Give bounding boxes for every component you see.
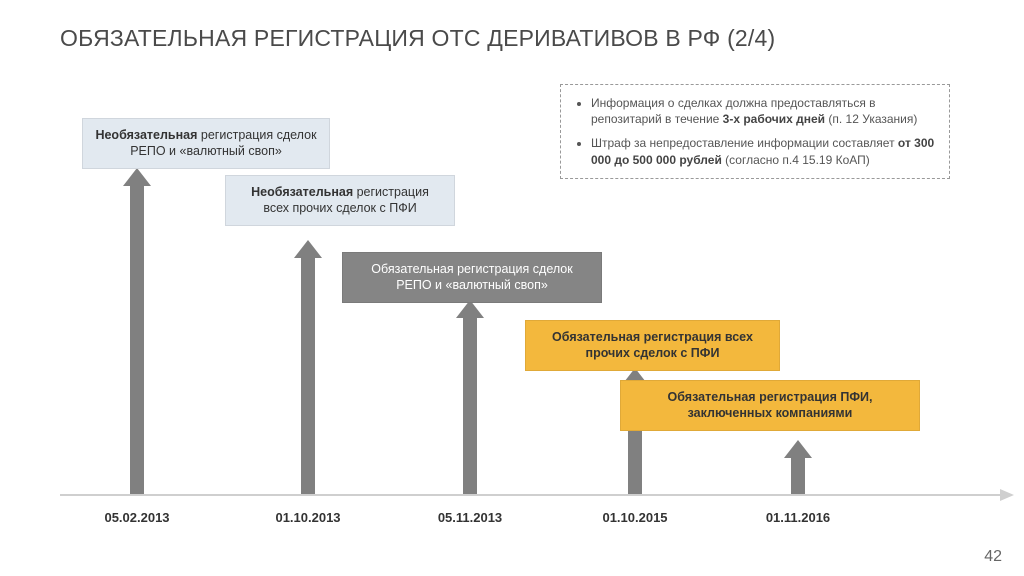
date-label: 01.10.2013 [275, 510, 340, 525]
milestone-box: Необязательная регистрация сделок РЕПО и… [82, 118, 330, 169]
timeline-axis [60, 494, 1004, 496]
axis-arrowhead-icon [1000, 489, 1014, 501]
arrow-head-icon [294, 240, 322, 258]
arrow-head-icon [456, 300, 484, 318]
milestone-arrow-icon [463, 314, 477, 494]
date-label: 05.02.2013 [104, 510, 169, 525]
page-number: 42 [984, 548, 1002, 566]
milestone-box: Необязательная регистрация всех прочих с… [225, 175, 455, 226]
milestone-arrow-icon [130, 182, 144, 494]
page-title: ОБЯЗАТЕЛЬНАЯ РЕГИСТРАЦИЯ ОТС ДЕРИВАТИВОВ… [60, 24, 984, 53]
arrow-head-icon [123, 168, 151, 186]
date-label: 05.11.2013 [438, 510, 502, 525]
milestone-box: Обязательная регистрация сделок РЕПО и «… [342, 252, 602, 303]
date-label: 01.10.2015 [602, 510, 667, 525]
info-box: Информация о сделках должна предоставлят… [560, 84, 950, 179]
date-label: 01.11.2016 [766, 510, 830, 525]
milestone-box: Обязательная регистрация ПФИ, заключенны… [620, 380, 920, 431]
info-bullet: Штраф за непредоставление информации сос… [591, 135, 935, 167]
milestone-arrow-icon [301, 254, 315, 494]
arrow-head-icon [784, 440, 812, 458]
milestone-box: Обязательная регистрация всех прочих сде… [525, 320, 780, 371]
info-bullet: Информация о сделках должна предоставлят… [591, 95, 935, 127]
milestone-arrow-icon [791, 454, 805, 494]
